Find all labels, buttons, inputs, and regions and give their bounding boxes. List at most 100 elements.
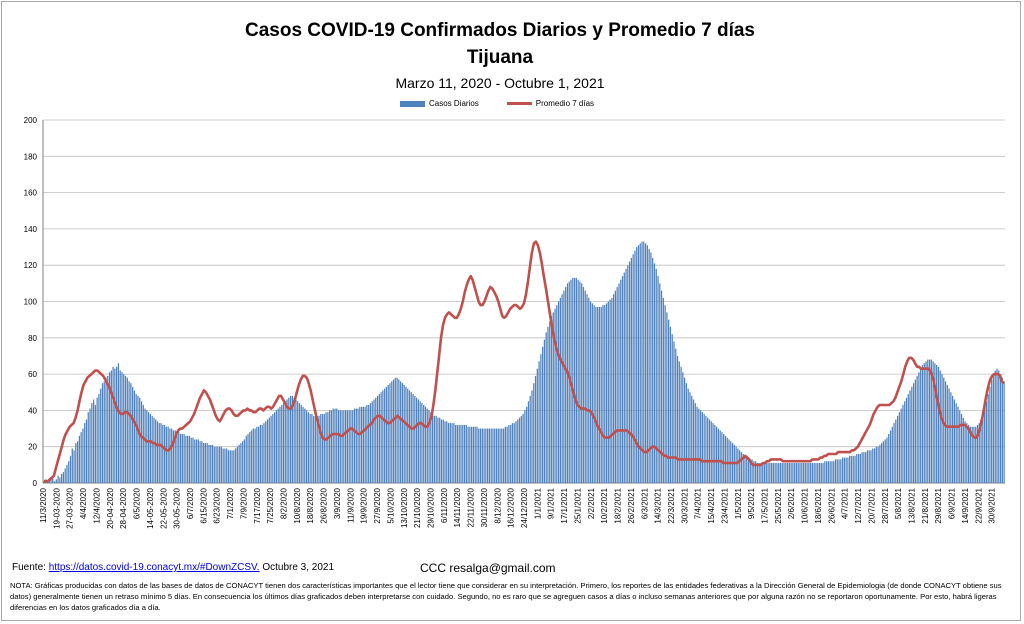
bar-daily-cases — [492, 428, 494, 483]
bar-daily-cases — [323, 414, 325, 483]
bar-daily-cases — [59, 477, 61, 483]
bar-daily-cases — [973, 426, 975, 483]
bar-daily-cases — [589, 301, 592, 483]
bar-daily-cases — [103, 381, 105, 483]
bar-daily-cases — [339, 410, 341, 483]
x-tick-label: 4/4/2020 — [79, 487, 88, 519]
bar-daily-cases — [788, 463, 790, 483]
bar-daily-cases — [485, 428, 487, 483]
bar-daily-cases — [279, 406, 281, 483]
bar-daily-cases — [758, 463, 760, 483]
x-tick-label: 27/9/2020 — [373, 487, 382, 523]
bar-daily-cases — [211, 444, 214, 483]
bar-daily-cases — [822, 463, 824, 483]
bar-daily-cases — [712, 423, 714, 483]
bar-daily-cases — [872, 448, 874, 483]
bar-daily-cases — [444, 421, 446, 483]
bar-daily-cases — [165, 426, 167, 483]
bar-daily-cases — [774, 463, 776, 483]
bar-daily-cases — [934, 363, 936, 483]
footer-source-link[interactable]: https://datos.covid-19.conacyt.mx/#DownZ… — [48, 562, 260, 573]
bar-daily-cases — [117, 363, 120, 483]
bar-daily-cases — [772, 463, 774, 483]
bar-daily-cases — [767, 463, 769, 483]
bar-daily-cases — [902, 404, 904, 483]
bar-daily-cases — [451, 423, 453, 483]
bar-daily-cases — [98, 394, 100, 483]
bar-daily-cases — [195, 439, 198, 483]
bar-daily-cases — [1001, 377, 1003, 483]
bar-daily-cases — [655, 268, 657, 483]
bar-daily-cases — [220, 446, 222, 483]
bar-daily-cases — [717, 428, 719, 483]
bar-daily-cases — [621, 276, 624, 483]
bar-daily-cases — [408, 390, 411, 483]
bar-daily-cases — [194, 439, 196, 483]
bar-daily-cases — [799, 463, 801, 483]
bar-daily-cases — [939, 370, 941, 483]
bar-daily-cases — [824, 461, 826, 483]
footer-source-label: Fuente: — [12, 562, 46, 573]
bar-daily-cases — [579, 281, 581, 483]
bar-daily-cases — [506, 426, 508, 483]
bar-daily-cases — [554, 308, 556, 483]
x-tick-label: 22/3/2021 — [667, 487, 676, 523]
bar-daily-cases — [801, 463, 803, 483]
bar-daily-cases — [577, 279, 579, 483]
bar-daily-cases — [950, 392, 952, 483]
bar-daily-cases — [281, 404, 283, 483]
bar-daily-cases — [179, 433, 182, 483]
bar-daily-cases — [566, 283, 569, 483]
bar-daily-cases — [330, 410, 333, 483]
bar-daily-cases — [877, 446, 879, 483]
bar-daily-cases — [795, 463, 798, 483]
bar-daily-cases — [549, 321, 551, 483]
x-tick-label: 5/10/2020 — [386, 487, 395, 523]
bar-daily-cases — [510, 424, 512, 483]
bar-daily-cases — [311, 414, 313, 483]
x-tick-label: 4/7/2021 — [841, 487, 850, 519]
bar-daily-cases — [923, 363, 925, 483]
bar-daily-cases — [353, 408, 356, 483]
x-tick-label: 25/1/2021 — [573, 487, 582, 523]
bar-daily-cases — [343, 410, 345, 483]
bar-daily-cases — [258, 426, 260, 483]
bar-daily-cases — [870, 450, 872, 483]
bar-daily-cases — [119, 370, 121, 483]
bar-daily-cases — [250, 430, 253, 483]
bar-daily-cases — [316, 415, 318, 483]
bar-daily-cases — [861, 452, 863, 483]
bar-daily-cases — [520, 415, 522, 483]
x-tick-label: 6/15/2020 — [199, 487, 208, 523]
bar-daily-cases — [547, 326, 549, 483]
x-tick-label: 26/2/2021 — [627, 487, 636, 523]
bar-daily-cases — [100, 388, 102, 483]
bar-daily-cases — [964, 421, 966, 483]
bar-daily-cases — [992, 374, 995, 483]
bar-daily-cases — [293, 397, 295, 483]
bar-daily-cases — [89, 408, 91, 483]
bar-daily-cases — [710, 421, 712, 483]
bar-daily-cases — [384, 388, 386, 483]
bar-daily-cases — [203, 443, 205, 483]
bar-daily-cases — [769, 463, 771, 483]
bar-daily-cases — [513, 423, 515, 483]
bar-daily-cases — [625, 268, 627, 483]
x-tick-label: 29/10/2020 — [427, 487, 436, 528]
bar-daily-cases — [474, 426, 476, 483]
bar-daily-cases — [369, 403, 372, 483]
bar-daily-cases — [504, 426, 506, 483]
chart-title: Casos COVID-19 Confirmados Diarios y Pro… — [245, 20, 755, 41]
bar-daily-cases — [61, 473, 63, 483]
bar-daily-cases — [797, 463, 799, 483]
bar-daily-cases — [719, 430, 721, 483]
bar-daily-cases — [456, 424, 459, 483]
chart-subtitle: Marzo 11, 2020 - Octubre 1, 2021 — [395, 75, 605, 91]
x-tick-label: 9/5/2021 — [747, 487, 756, 519]
bar-daily-cases — [499, 428, 501, 483]
bar-daily-cases — [350, 410, 352, 483]
bar-daily-cases — [447, 423, 450, 483]
bar-daily-cases — [946, 384, 948, 483]
bar-daily-cases — [183, 433, 185, 483]
bar-daily-cases — [794, 463, 796, 483]
